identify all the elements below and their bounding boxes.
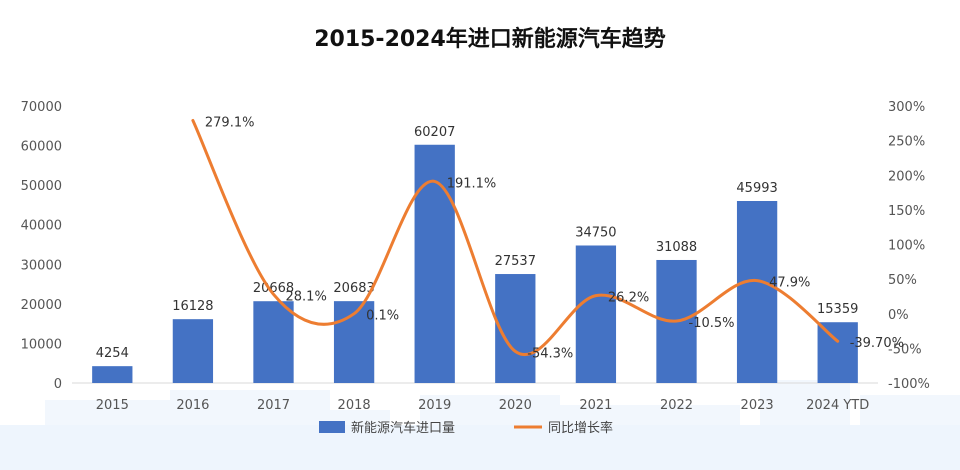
bar [414, 144, 455, 383]
y-right-tick-label: 200% [888, 169, 925, 184]
y-left-tick-label: 60000 [21, 140, 62, 155]
y-left-tick-label: 0 [54, 377, 62, 392]
x-tick-label: 2018 [338, 398, 371, 413]
line-data-label: 47.9% [769, 276, 810, 291]
bar-data-label: 31088 [656, 240, 697, 255]
line-data-label: -10.5% [689, 316, 735, 331]
bar-data-label: 45993 [736, 181, 777, 196]
y-right-tick-label: 0% [888, 308, 909, 323]
bar [172, 319, 214, 383]
background-decoration [0, 425, 960, 470]
bar-data-label: 4254 [96, 346, 129, 361]
x-tick-label: 2020 [499, 398, 532, 413]
y-right-tick-label: 50% [888, 273, 917, 288]
y-left-tick-label: 10000 [21, 337, 62, 352]
line-data-label: -39.70% [850, 336, 904, 351]
bar-data-label: 27537 [495, 254, 536, 269]
bar [495, 274, 536, 383]
bar [92, 366, 133, 383]
x-tick-label: 2017 [257, 398, 290, 413]
x-tick-label: 2024 YTD [806, 398, 869, 413]
x-tick-label: 2023 [741, 398, 774, 413]
y-right-tick-label: 100% [888, 239, 925, 254]
y-left-tick-label: 20000 [21, 298, 62, 313]
bar-data-label: 20668 [253, 281, 294, 296]
bar-data-label: 16128 [172, 299, 213, 314]
chart-title: 2015-2024年进口新能源汽车趋势 [314, 26, 666, 52]
bar-data-label: 34750 [575, 225, 616, 240]
y-right-tick-label: -50% [888, 342, 922, 357]
line-data-label: 279.1% [205, 115, 255, 130]
line-data-label: 0.1% [366, 309, 399, 324]
legend-swatch-bar [319, 421, 345, 433]
y-left-tick-label: 50000 [21, 179, 62, 194]
x-tick-label: 2022 [660, 398, 693, 413]
y-left-tick-label: 30000 [21, 258, 62, 273]
bar-data-label: 15359 [817, 302, 858, 317]
line-data-label: 28.1% [286, 289, 327, 304]
y-right-tick-label: 250% [888, 135, 925, 150]
x-tick-label: 2015 [96, 398, 129, 413]
y-right-tick-label: 300% [888, 100, 925, 115]
bar [575, 245, 617, 383]
y-left-tick-label: 70000 [21, 100, 62, 115]
y-right-tick-label: -100% [888, 377, 930, 392]
bar [736, 200, 778, 383]
bar-data-label: 60207 [414, 125, 455, 140]
line-data-label: 191.1% [447, 176, 497, 191]
line-data-label: 26.2% [608, 291, 649, 306]
x-tick-label: 2019 [418, 398, 451, 413]
growth-rate-line [191, 118, 840, 356]
x-tick-label: 2016 [176, 398, 209, 413]
legend-label-bar: 新能源汽车进口量 [351, 420, 455, 436]
y-left-tick-label: 40000 [21, 219, 62, 234]
y-right-tick-label: 150% [888, 204, 925, 219]
bar [817, 322, 858, 383]
bar-data-label: 20683 [333, 281, 374, 296]
legend-label-line: 同比增长率 [548, 420, 613, 436]
bar [253, 301, 294, 383]
x-tick-label: 2021 [579, 398, 612, 413]
line-data-label: -54.3% [527, 346, 573, 361]
